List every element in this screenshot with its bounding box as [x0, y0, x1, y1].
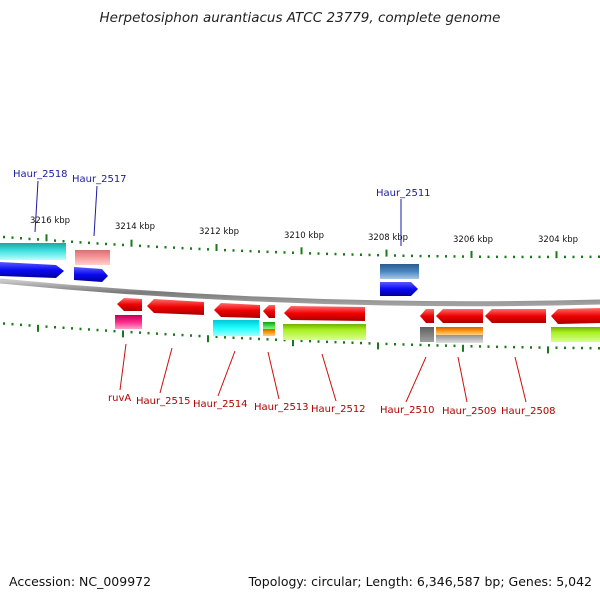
- label-ruva[interactable]: ruvA: [108, 393, 131, 404]
- label-haur-2511[interactable]: Haur_2511: [376, 188, 431, 199]
- scale-label-3212: 3212 kbp: [199, 227, 239, 237]
- scale-label-3204: 3204 kbp: [538, 235, 578, 245]
- feature-next-cogbar[interactable]: [551, 327, 600, 342]
- scale-label-3216: 3216 kbp: [30, 216, 70, 226]
- label-haur-2517[interactable]: Haur_2517: [72, 174, 127, 185]
- feature-haur-2514-cogbar[interactable]: [213, 320, 259, 336]
- feature-haur-2518-cogbar[interactable]: [0, 243, 66, 260]
- feature-haur-2509-cogbar-b[interactable]: [436, 335, 483, 343]
- feature-haur-2513[interactable]: [263, 305, 275, 318]
- scale-label-3210: 3210 kbp: [284, 231, 324, 241]
- label-haur-2513[interactable]: Haur_2513: [254, 402, 309, 413]
- feature-haur-2517[interactable]: [74, 267, 108, 282]
- feature-haur-2514[interactable]: [214, 303, 260, 318]
- feature-haur-2515[interactable]: [147, 299, 204, 315]
- label-haur-2514[interactable]: Haur_2514: [193, 399, 248, 410]
- reverse-features: [115, 298, 600, 343]
- leader-lines-above: [34, 180, 402, 246]
- label-haur-2510[interactable]: Haur_2510: [380, 405, 435, 416]
- forward-features: [0, 243, 419, 296]
- feature-haur-2510[interactable]: [420, 309, 434, 323]
- genome-summary-text: Topology: circular; Length: 6,346,587 bp…: [248, 574, 592, 589]
- feature-haur-2509-cogbar-a[interactable]: [436, 327, 483, 335]
- scale-label-3208: 3208 kbp: [368, 233, 408, 243]
- label-haur-2518[interactable]: Haur_2518: [13, 169, 68, 180]
- scale-label-3206: 3206 kbp: [453, 235, 493, 245]
- label-haur-2508[interactable]: Haur_2508: [501, 406, 556, 417]
- feature-haur-2508[interactable]: [485, 309, 546, 323]
- feature-haur-2512[interactable]: [284, 306, 365, 321]
- scale-ticks-lower: [3, 322, 600, 354]
- feature-haur-2513-cogbar-a[interactable]: [263, 322, 275, 329]
- label-haur-2512[interactable]: Haur_2512: [311, 404, 366, 415]
- feature-haur-2509[interactable]: [436, 309, 483, 323]
- label-haur-2509[interactable]: Haur_2509: [442, 406, 497, 417]
- feature-ruva-cogbar[interactable]: [115, 315, 142, 329]
- feature-haur-2513-cogbar-b[interactable]: [263, 329, 275, 336]
- feature-haur-2518[interactable]: [0, 262, 64, 278]
- genome-backbone: [0, 278, 600, 307]
- feature-next-reverse[interactable]: [551, 308, 600, 324]
- feature-haur-2512-cogbar[interactable]: [283, 324, 366, 340]
- leader-lines-below: [119, 343, 527, 403]
- feature-haur-2517-cogbar[interactable]: [75, 250, 110, 265]
- map-title: Herpetosiphon aurantiacus ATCC 23779, co…: [99, 10, 501, 26]
- scale-label-3214: 3214 kbp: [115, 222, 155, 232]
- feature-haur-2511[interactable]: [380, 282, 418, 296]
- feature-haur-2511-cogbar[interactable]: [380, 264, 419, 279]
- feature-ruva[interactable]: [117, 298, 142, 311]
- label-haur-2515[interactable]: Haur_2515: [136, 396, 191, 407]
- feature-haur-2510-cogbar[interactable]: [420, 327, 434, 342]
- accession-text: Accession: NC_009972: [9, 574, 152, 589]
- scale-ticks-upper: [3, 234, 600, 259]
